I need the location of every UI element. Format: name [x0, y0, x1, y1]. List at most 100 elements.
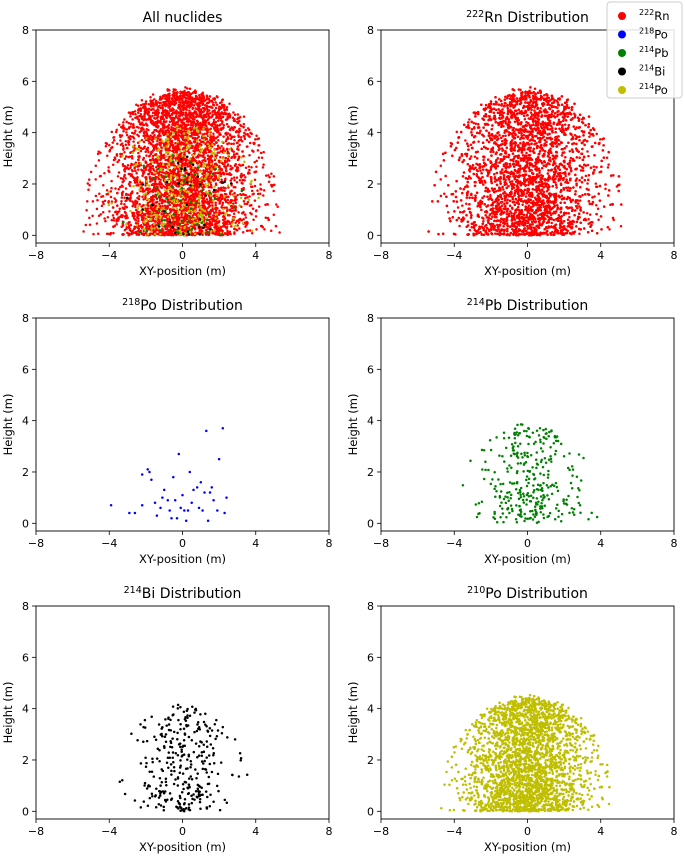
point-222Rn	[163, 101, 167, 104]
point-210Po	[182, 149, 186, 153]
point-222Rn	[221, 203, 224, 207]
point-210Po	[183, 225, 187, 229]
point-222Rn	[119, 135, 122, 139]
point-210Po	[188, 158, 192, 161]
point-222Rn	[88, 223, 92, 226]
point-222Rn	[195, 186, 198, 190]
point-222Rn	[128, 134, 132, 138]
point-210Po	[238, 204, 241, 207]
point-214Bi	[187, 173, 191, 176]
point-222Rn	[242, 125, 245, 129]
point-214Pb	[213, 197, 217, 200]
point-222Rn	[191, 131, 195, 135]
point-222Rn	[238, 178, 242, 182]
point-210Po	[214, 217, 217, 220]
point-222Rn	[221, 162, 225, 166]
y-tick-label: 8	[22, 24, 29, 37]
point-214Pb	[200, 221, 203, 225]
point-222Rn	[241, 182, 244, 185]
point-210Po	[184, 155, 187, 158]
point-222Rn	[139, 149, 143, 153]
point-210Po	[173, 198, 176, 202]
point-222Rn	[121, 224, 125, 227]
point-222Rn	[176, 157, 179, 161]
point-210Po	[178, 150, 182, 153]
point-222Rn	[236, 113, 240, 116]
point-222Rn	[250, 185, 254, 188]
point-210Po	[257, 196, 260, 200]
point-222Rn	[124, 187, 128, 190]
point-214Pb	[183, 174, 187, 178]
point-222Rn	[165, 114, 168, 118]
point-222Rn	[153, 98, 156, 101]
points-layer	[82, 86, 281, 237]
point-222Rn	[196, 104, 200, 108]
point-210Po	[164, 179, 167, 182]
point-222Rn	[253, 170, 256, 174]
point-210Po	[149, 214, 153, 218]
point-222Rn	[153, 111, 157, 115]
point-210Po	[232, 217, 235, 220]
point-210Po	[161, 139, 164, 143]
point-222Rn	[156, 159, 159, 162]
point-222Rn	[154, 120, 158, 124]
point-214Pb	[165, 197, 168, 200]
point-210Po	[250, 229, 254, 233]
point-222Rn	[269, 229, 273, 233]
point-210Po	[187, 138, 190, 141]
point-210Po	[153, 226, 156, 230]
point-210Po	[206, 142, 210, 146]
point-222Rn	[130, 191, 134, 194]
point-222Rn	[136, 176, 139, 179]
point-222Rn	[148, 187, 151, 191]
point-222Rn	[124, 177, 127, 180]
point-210Po	[222, 208, 225, 211]
point-214Pb	[179, 199, 182, 202]
point-210Po	[206, 173, 209, 176]
point-222Rn	[128, 197, 132, 200]
point-222Rn	[226, 198, 230, 202]
point-222Rn	[225, 105, 229, 109]
point-222Rn	[186, 222, 189, 226]
point-222Rn	[121, 233, 125, 236]
point-210Po	[157, 157, 160, 160]
point-222Rn	[160, 155, 163, 158]
point-222Rn	[164, 94, 168, 98]
point-222Rn	[162, 120, 165, 124]
point-222Rn	[214, 220, 218, 223]
point-222Rn	[202, 185, 206, 189]
point-222Rn	[97, 214, 101, 217]
point-222Rn	[169, 133, 172, 137]
point-210Po	[187, 129, 190, 132]
point-210Po	[169, 135, 173, 139]
point-214Pb	[171, 160, 175, 163]
point-222Rn	[189, 129, 193, 132]
point-222Rn	[262, 163, 265, 166]
point-222Rn	[123, 118, 126, 121]
point-210Po	[125, 223, 128, 226]
point-214Pb	[178, 222, 182, 225]
point-222Rn	[151, 194, 155, 198]
point-222Rn	[195, 184, 199, 188]
point-222Rn	[161, 198, 164, 202]
point-222Rn	[180, 121, 183, 124]
point-222Rn	[116, 142, 119, 145]
point-222Rn	[207, 218, 211, 222]
point-222Rn	[124, 199, 127, 203]
point-222Rn	[208, 95, 212, 98]
point-222Rn	[139, 123, 143, 126]
point-222Rn	[109, 233, 112, 236]
point-222Rn	[198, 139, 202, 142]
point-222Rn	[172, 108, 175, 111]
point-222Rn	[162, 155, 165, 159]
point-222Rn	[163, 103, 167, 107]
point-222Rn	[262, 189, 266, 192]
point-210Po	[178, 194, 181, 198]
point-222Rn	[193, 169, 196, 172]
point-210Po	[175, 159, 178, 163]
point-210Po	[198, 145, 202, 148]
point-222Rn	[226, 164, 229, 167]
point-222Rn	[129, 223, 133, 227]
point-210Po	[145, 216, 148, 219]
point-222Rn	[135, 233, 138, 236]
